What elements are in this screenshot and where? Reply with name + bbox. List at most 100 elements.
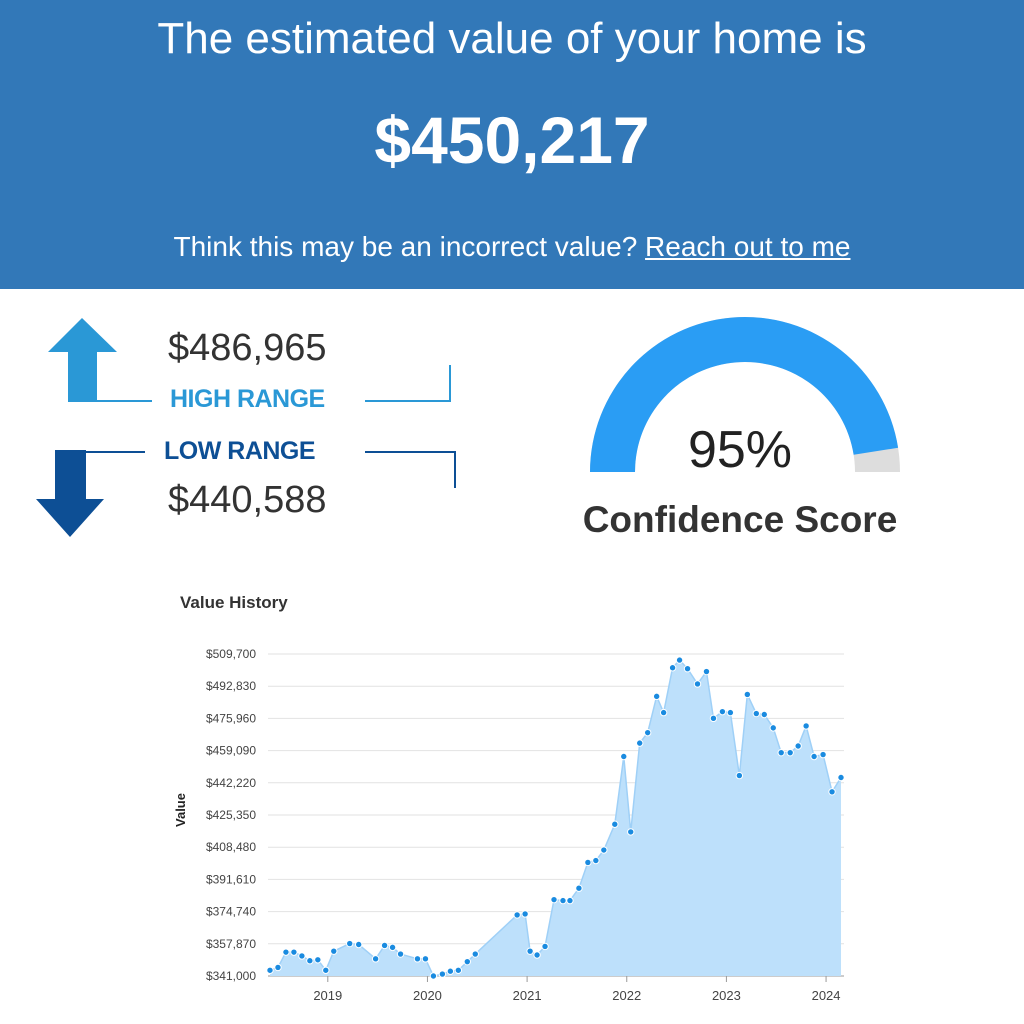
value-area: [269, 660, 842, 976]
x-tick-label: 2021: [513, 988, 542, 1003]
data-point: [693, 680, 702, 688]
data-point: [413, 955, 422, 963]
y-tick-label: $341,000: [206, 969, 256, 983]
x-tick-label: 2023: [712, 988, 741, 1003]
estimated-value: $450,217: [374, 103, 650, 177]
data-point: [421, 955, 430, 963]
x-tick-label: 2020: [413, 988, 442, 1003]
data-point: [828, 788, 836, 796]
data-point: [718, 707, 727, 716]
data-point: [322, 966, 330, 974]
data-point: [837, 773, 845, 782]
data-point: [274, 963, 282, 972]
y-axis-label: Value: [173, 793, 188, 827]
data-point: [446, 967, 455, 975]
data-point: [396, 950, 405, 958]
arrow-down-icon: [36, 450, 145, 537]
y-tick-label: $374,740: [206, 905, 256, 919]
y-tick-label: $459,090: [206, 744, 256, 758]
data-point: [533, 951, 541, 959]
data-point: [743, 690, 752, 699]
data-point: [354, 940, 363, 949]
data-point: [652, 692, 661, 701]
y-tick-label: $425,350: [206, 808, 256, 822]
data-point: [541, 942, 549, 951]
low-range-value: $440,588: [168, 479, 327, 521]
data-point: [584, 858, 592, 867]
data-point: [566, 896, 574, 905]
data-point: [380, 941, 389, 950]
low-range-label: LOW RANGE: [164, 437, 316, 465]
data-point: [513, 911, 521, 919]
value-banner: The estimated value of your home is $450…: [0, 0, 1024, 289]
reach-out-link[interactable]: Reach out to me: [645, 231, 851, 262]
data-point: [330, 947, 338, 955]
data-point: [735, 771, 744, 780]
banner-note: Think this may be an incorrect value? Re…: [0, 228, 1024, 266]
data-point: [298, 952, 306, 960]
value-history-chart: $341,000 $357,870 $374,740 $391,610 $408,480…: [160, 585, 860, 1019]
data-point: [600, 846, 608, 854]
x-tick-label: 2024: [812, 988, 841, 1003]
data-point: [810, 752, 818, 761]
data-point: [683, 664, 692, 673]
y-tick-label: $408,480: [206, 840, 256, 854]
confidence-percent: 95%: [687, 421, 793, 479]
data-point: [290, 948, 298, 956]
data-point: [521, 910, 529, 918]
data-point: [643, 728, 652, 737]
data-point: [675, 656, 684, 664]
y-tick-label: $442,220: [206, 776, 256, 790]
data-point: [438, 970, 447, 978]
arrow-up-icon: [48, 318, 152, 402]
data-point: [777, 748, 785, 757]
data-point: [463, 957, 472, 966]
confidence-label: Confidence Score: [582, 499, 898, 540]
data-point: [702, 667, 711, 676]
data-point: [388, 943, 397, 952]
data-point: [266, 966, 274, 974]
data-point: [752, 709, 761, 718]
y-tick-label: $357,870: [206, 937, 256, 951]
data-point: [592, 856, 600, 865]
data-point: [371, 955, 380, 963]
confidence-gauge: [590, 316, 900, 472]
data-point: [668, 664, 677, 672]
high-range-value: $486,965: [168, 327, 327, 369]
range-graphic: [36, 318, 456, 537]
gauge-fill: [590, 316, 899, 472]
low-range-bracket: [365, 451, 456, 488]
data-point: [282, 948, 290, 956]
data-point: [559, 896, 567, 905]
banner-headline: The estimated value of your home is: [157, 14, 867, 63]
data-point: [346, 939, 354, 948]
y-tick-label: $391,610: [206, 872, 256, 886]
x-tick-label: 2019: [313, 988, 342, 1003]
high-range-bracket: [365, 365, 451, 402]
data-point: [611, 820, 619, 828]
data-point: [786, 748, 794, 757]
chart-canvas: $341,000 $357,870 $374,740 $391,610 $408,480…: [173, 647, 845, 1003]
data-point: [802, 722, 810, 730]
data-point: [575, 884, 583, 892]
data-point: [760, 710, 768, 719]
data-point: [636, 739, 644, 747]
data-point: [769, 724, 777, 732]
data-point: [471, 950, 479, 958]
y-tick-label: $492,830: [206, 679, 256, 693]
data-point: [794, 742, 802, 750]
data-point: [726, 708, 735, 717]
y-tick-label: $475,960: [206, 711, 256, 725]
data-point: [454, 966, 463, 974]
high-range-label: HIGH RANGE: [170, 385, 325, 413]
data-point: [550, 895, 558, 904]
data-point: [627, 828, 635, 836]
data-point: [709, 714, 718, 723]
data-point: [819, 750, 827, 759]
data-point: [429, 972, 438, 980]
data-point: [659, 708, 668, 717]
chart-title: Value History: [180, 593, 288, 612]
data-point: [306, 957, 314, 965]
data-point: [620, 752, 628, 761]
incorrect-value-question: Think this may be an incorrect value?: [173, 231, 638, 262]
